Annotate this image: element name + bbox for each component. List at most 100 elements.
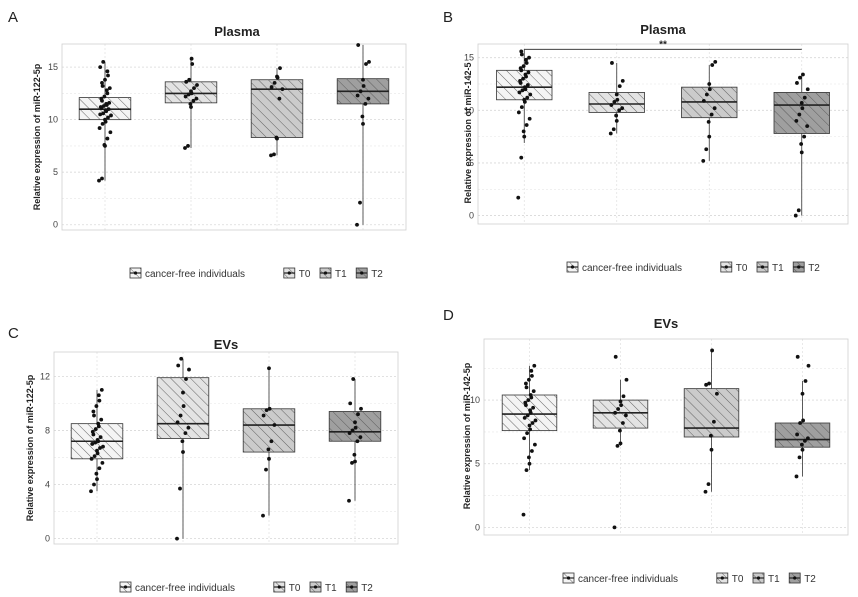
data-point <box>181 450 185 454</box>
data-point <box>269 153 273 158</box>
data-point <box>520 88 525 93</box>
chart-title: EVs <box>214 337 239 352</box>
box-2 <box>242 368 296 516</box>
data-point <box>355 93 360 98</box>
legend-label: cancer-free individuals <box>135 583 235 594</box>
data-point <box>624 413 628 418</box>
data-point <box>90 442 95 446</box>
data-point <box>532 363 537 368</box>
legend-label: T2 <box>371 269 383 280</box>
data-point <box>89 456 94 461</box>
legend-key-dot <box>123 585 128 589</box>
legend: cancer-free individuals T0 T1 T2 <box>566 261 820 274</box>
legend-label: T1 <box>768 574 780 585</box>
legend-label: T0 <box>736 263 748 274</box>
data-point <box>189 89 193 94</box>
y-axis-label: Relative expression of miR-142-5 <box>463 62 473 203</box>
data-point <box>103 108 108 113</box>
data-point <box>261 413 266 418</box>
data-point <box>522 85 527 90</box>
data-point <box>261 513 265 518</box>
data-point <box>189 56 194 61</box>
y-tick-label: 5 <box>475 459 480 469</box>
data-point <box>184 79 189 84</box>
data-point <box>800 391 805 396</box>
chart-title: EVs <box>654 316 679 331</box>
data-point <box>184 377 188 381</box>
legend-key-dot <box>760 265 765 269</box>
data-point <box>521 76 525 81</box>
legend-key-dot <box>133 271 138 275</box>
data-point <box>613 410 617 415</box>
data-point <box>797 112 802 117</box>
data-point <box>350 460 354 465</box>
data-point <box>615 444 620 448</box>
data-point <box>264 467 268 472</box>
data-point <box>519 105 524 110</box>
legend-item: cancer-free individuals <box>562 572 678 585</box>
data-point <box>104 101 109 106</box>
legend-label: cancer-free individuals <box>582 263 682 274</box>
plot-border <box>477 43 849 225</box>
y-axis-label: Relative expression of miR-122-5p <box>32 63 42 210</box>
data-point <box>100 84 105 88</box>
data-point <box>353 425 358 430</box>
data-point <box>91 409 96 414</box>
data-point <box>529 368 534 373</box>
data-point <box>274 135 279 140</box>
legend-key-dot <box>793 576 797 580</box>
y-tick-label: 10 <box>470 395 480 405</box>
data-point <box>101 59 106 64</box>
data-point <box>706 482 711 486</box>
y-tick-label: 0 <box>475 522 480 532</box>
legend-item: cancer-free individuals <box>129 267 245 280</box>
chart-title: Plasma <box>214 24 260 39</box>
legend-label: T0 <box>289 583 301 594</box>
data-point <box>176 363 181 368</box>
data-point <box>100 80 104 85</box>
data-point <box>800 106 805 111</box>
data-point <box>800 447 805 452</box>
legend-key-dot <box>724 265 728 269</box>
data-point <box>97 178 101 183</box>
legend-label: cancer-free individuals <box>145 269 245 280</box>
data-point <box>97 126 102 130</box>
legend-item: T0 <box>720 261 748 274</box>
plot-border <box>61 43 407 231</box>
legend: cancer-free individuals T0 T1 T2 <box>562 572 816 585</box>
data-point <box>803 438 807 443</box>
data-point <box>179 356 184 361</box>
data-point <box>103 77 107 82</box>
data-point <box>701 98 706 103</box>
data-point <box>517 90 522 95</box>
data-point <box>615 97 620 102</box>
data-point <box>527 455 531 460</box>
box-2 <box>683 350 740 492</box>
data-point <box>796 208 801 213</box>
data-point <box>612 525 617 530</box>
legend-item: T1 <box>319 267 347 280</box>
data-point <box>92 413 96 418</box>
data-point <box>526 398 531 402</box>
data-point <box>103 117 107 122</box>
data-point <box>267 456 271 461</box>
data-point <box>614 113 619 118</box>
data-point <box>178 413 183 418</box>
data-point <box>518 66 523 71</box>
data-point <box>704 92 709 97</box>
data-point <box>617 108 622 113</box>
data-point <box>100 460 105 465</box>
legend-label: cancer-free individuals <box>578 574 678 585</box>
legend-key-dot <box>756 576 761 580</box>
data-point <box>707 87 712 92</box>
data-point <box>102 94 107 99</box>
data-point <box>618 399 623 404</box>
data-point <box>703 489 708 494</box>
data-point <box>186 144 190 148</box>
y-tick-label: 4 <box>45 480 50 490</box>
data-point <box>523 72 528 77</box>
data-point <box>524 381 528 386</box>
box-3 <box>336 45 390 225</box>
data-point <box>264 408 269 413</box>
legend-label: T1 <box>325 583 337 594</box>
